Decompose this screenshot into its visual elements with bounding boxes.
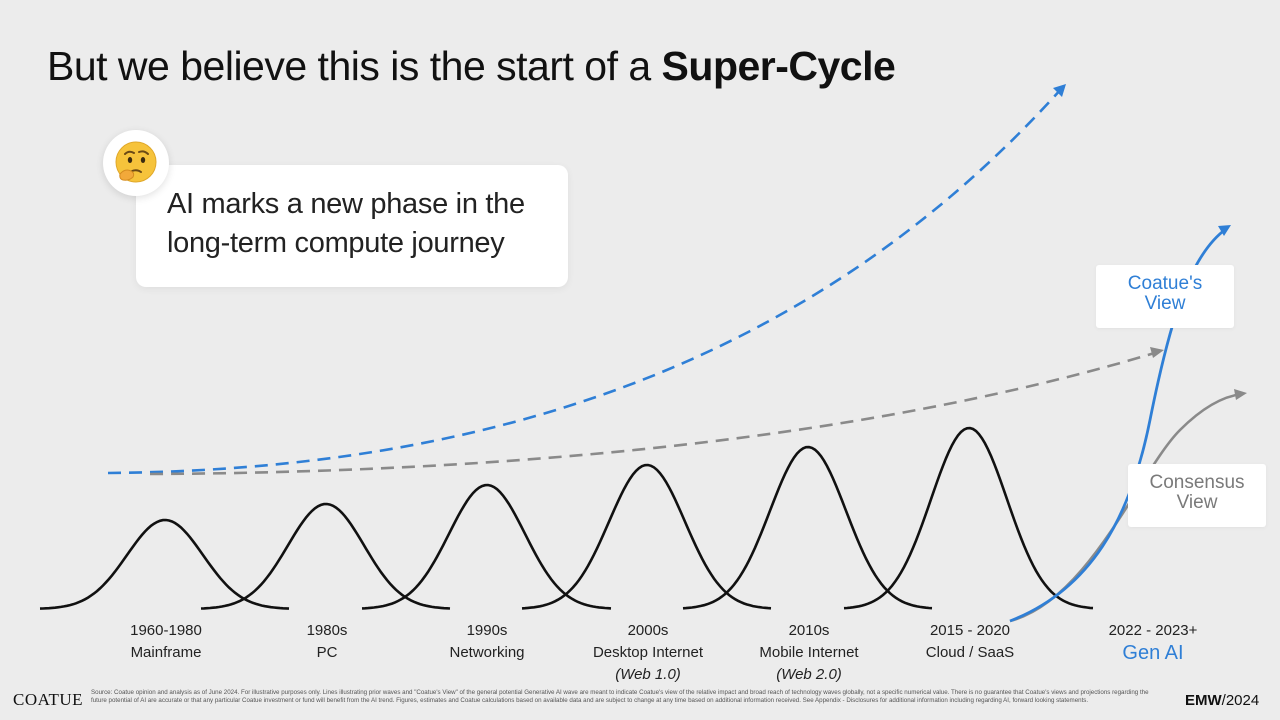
wave-name: Desktop Internet (592, 644, 704, 661)
coatue-curve-arrowhead (1218, 225, 1231, 236)
event-year: /2024 (1221, 692, 1260, 709)
callout-text: AI marks a new phase in the long-term co… (167, 185, 567, 263)
consensus-dashed-trend-line (149, 350, 1159, 476)
wave-label-cloud-saas: 2015 - 2020 Cloud / SaaS (890, 620, 1050, 664)
coatue-dashed-arrowhead (1053, 84, 1066, 97)
wave-sub: (Web 1.0) (615, 666, 681, 683)
wave-period: 2015 - 2020 (929, 622, 1011, 639)
wave-period: 2022 - 2023+ (1108, 622, 1198, 639)
consensus-view-label: Consensus View (1128, 464, 1266, 527)
wave-name: Networking (449, 644, 525, 661)
consensus-view-line-2: View (1176, 492, 1218, 513)
callout-box (136, 165, 568, 287)
callout-line-2: long-term compute journey (167, 227, 505, 259)
coatue-dashed-trend-line (107, 87, 1063, 475)
wave-name: PC (316, 644, 338, 661)
wave-curve-desktop-internet (521, 463, 772, 610)
wave-curve-mobile-internet (682, 445, 933, 610)
wave-period: 2000s (627, 622, 669, 639)
title-emphasis: Super-Cycle (661, 43, 896, 89)
wave-label-desktop-internet: 2000s Desktop Internet (Web 1.0) (568, 620, 728, 686)
wave-label-pc: 1980s PC (247, 620, 407, 664)
thinking-face-icon (115, 141, 157, 183)
footer-disclaimer: Source: Coatue opinion and analysis as o… (91, 689, 1149, 704)
wave-label-mobile-internet: 2010s Mobile Internet (Web 2.0) (729, 620, 889, 686)
coatue-view-label: Coatue's View (1096, 265, 1234, 328)
wave-sub: (Web 2.0) (776, 666, 842, 683)
event-badge: EMW/2024 (1185, 692, 1259, 709)
wave-name: Gen AI (1122, 642, 1184, 664)
wave-period: 1990s (466, 622, 508, 639)
page-title: But we believe this is the start of a Su… (47, 43, 896, 89)
wave-label-gen-ai: 2022 - 2023+ Gen AI (1073, 620, 1233, 664)
wave-curve-cloud-saas (843, 426, 1094, 610)
wave-label-mainframe: 1960-1980 Mainframe (86, 620, 246, 664)
wave-name: Mainframe (130, 644, 202, 661)
wave-curve-networking (361, 483, 612, 610)
thinking-face-badge (103, 130, 169, 196)
wave-period: 1960-1980 (130, 622, 202, 639)
coatue-view-line-1: Coatue's (1127, 273, 1203, 294)
wave-name: Cloud / SaaS (925, 644, 1015, 661)
title-prefix: But we believe this is the start of a (47, 43, 662, 89)
technology-waves (39, 426, 1094, 610)
wave-curve-pc (200, 502, 451, 610)
wave-period: 2010s (788, 622, 830, 639)
consensus-view-line-1: Consensus (1149, 472, 1245, 493)
consensus-curve-arrowhead (1234, 389, 1247, 400)
wave-curve-mainframe (39, 518, 290, 610)
consensus-dashed-arrowhead (1150, 347, 1164, 358)
event-name: EMW (1185, 692, 1222, 709)
wave-period: 1980s (306, 622, 348, 639)
wave-name: Mobile Internet (759, 644, 859, 661)
coatue-logo: COATUE (13, 690, 84, 709)
wave-label-networking: 1990s Networking (407, 620, 567, 664)
coatue-view-line-2: View (1144, 293, 1186, 314)
callout-line-1: AI marks a new phase in the (167, 188, 525, 220)
